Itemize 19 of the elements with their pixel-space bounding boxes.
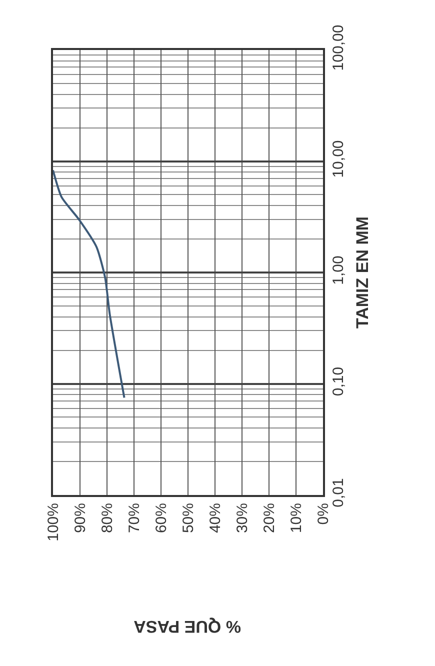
y-axis-title: TAMIZ EN MM xyxy=(352,216,372,329)
y-tick-label: 0,10 xyxy=(330,366,347,396)
x-tick-label: 100% xyxy=(44,503,62,542)
y-tick-label: 100,00 xyxy=(330,24,347,71)
x-tick-label: 0% xyxy=(314,503,332,525)
x-tick-label: 50% xyxy=(180,503,197,534)
x-tick-label: 10% xyxy=(288,503,305,534)
y-tick-label: 1,00 xyxy=(330,256,347,285)
x-tick-label: 70% xyxy=(126,503,143,534)
x-tick-label: 60% xyxy=(152,503,170,534)
y-tick-label: 0,01 xyxy=(330,478,347,508)
x-tick-label: 90% xyxy=(72,503,89,534)
line-series xyxy=(53,169,126,399)
x-tick-label: 80% xyxy=(98,503,116,534)
x-tick-label: 20% xyxy=(260,503,278,534)
x-tick-label: 40% xyxy=(206,503,224,534)
x-axis-title: % QUE PASA xyxy=(134,616,241,636)
y-tick-label: 10,00 xyxy=(330,140,347,178)
x-tick-label: 30% xyxy=(234,503,251,534)
